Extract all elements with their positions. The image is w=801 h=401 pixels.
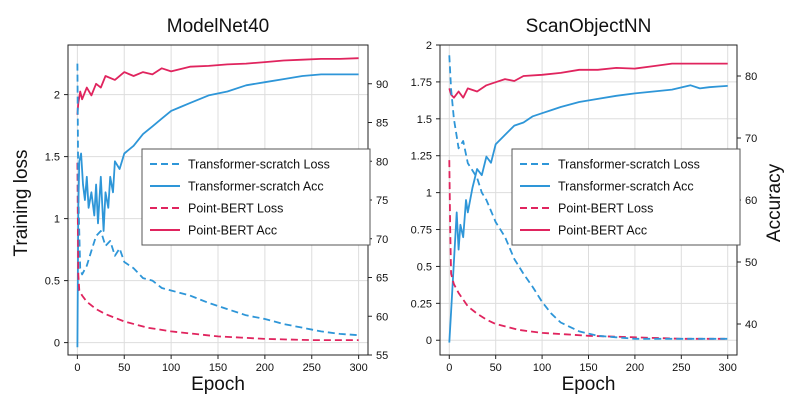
x-tick-label: 0 — [74, 362, 80, 374]
legend-label: Point-BERT Loss — [188, 202, 283, 216]
left-y-tick-label: 1 — [54, 214, 60, 226]
chart-scanobjectnn: 0 50 100 150 200 250 30000.250.50.7511.251.51.… — [411, 16, 758, 395]
right-y-axis-label: Accuracy — [764, 163, 785, 242]
left-y-tick-label: 2 — [54, 90, 60, 102]
right-y-tick-label: 60 — [376, 311, 388, 323]
legend-label: Transformer-scratch Loss — [558, 158, 700, 172]
series-layer — [76, 57, 359, 348]
right-y-tick-label: 75 — [376, 195, 388, 207]
left-y-tick-label: 1.25 — [411, 151, 432, 163]
left-y-tick-label: 0.75 — [411, 225, 432, 237]
legend: Transformer-scratch Loss Transformer-scra… — [511, 148, 741, 246]
x-tick-label: 150 — [579, 362, 597, 374]
x-tick-label: 250 — [672, 362, 690, 374]
series-line-transformer-scratch-loss — [76, 63, 359, 337]
right-y-tick-label: 85 — [376, 118, 388, 130]
series-layer — [448, 55, 728, 343]
left-y-tick-label: 1.5 — [45, 152, 60, 164]
right-y-tick-label: 65 — [376, 273, 388, 285]
x-axis-label: Epoch — [562, 374, 616, 395]
x-tick-label: 100 — [162, 362, 180, 374]
x-tick-label: 200 — [256, 362, 274, 374]
legend-label: Point-BERT Acc — [188, 224, 277, 238]
left-y-tick-label: 2 — [426, 40, 432, 52]
chart-title: ModelNet40 — [167, 16, 269, 37]
right-y-tick-label: 40 — [745, 319, 757, 331]
right-y-tick-label: 50 — [745, 257, 757, 269]
series-line-transformer-scratch-acc — [448, 84, 728, 343]
x-tick-label: 100 — [533, 362, 551, 374]
legend: Transformer-scratch Loss Transformer-scra… — [141, 148, 371, 246]
x-axis-label: Epoch — [191, 374, 245, 395]
right-y-tick-label: 80 — [745, 71, 757, 83]
x-tick-label: 150 — [209, 362, 227, 374]
left-y-tick-label: 0.5 — [45, 276, 60, 288]
right-y-tick-label: 90 — [376, 79, 388, 91]
left-y-tick-label: 1 — [426, 188, 432, 200]
chart-title: ScanObjectNN — [526, 16, 652, 37]
left-y-tick-label: 1.5 — [417, 114, 432, 126]
left-y-tick-label: 1.75 — [411, 77, 432, 89]
right-y-tick-label: 70 — [376, 234, 388, 246]
left-y-tick-label: 0.25 — [411, 298, 432, 310]
series-line-transformer-scratch-acc — [76, 73, 359, 348]
left-y-tick-label: 0 — [54, 338, 60, 350]
chart-modelnet40: 0 50 100 150 200 250 300 0 0.5 1 1.5 2 55 60 65 70 75 80 8… — [45, 16, 389, 395]
left-y-axis-label: Training loss — [11, 149, 32, 256]
left-y-tick-label: 0.5 — [417, 261, 432, 273]
ticks-layer: 0 50 100 150 200 250 30000.250.50.7511.251.51.… — [411, 40, 758, 374]
right-y-tick-label: 55 — [376, 350, 388, 362]
left-y-tick-label: 0 — [426, 335, 432, 347]
ticks-layer: 0 50 100 150 200 250 300 0 0.5 1 1.5 2 55 60 65 70 75 80 8… — [45, 79, 389, 374]
right-y-tick-label: 80 — [376, 156, 388, 168]
x-tick-label: 200 — [626, 362, 644, 374]
x-tick-label: 0 — [446, 362, 452, 374]
legend-label: Transformer-scratch Acc — [558, 180, 694, 194]
right-y-tick-label: 70 — [745, 133, 757, 145]
x-tick-label: 300 — [349, 362, 367, 374]
x-tick-label: 250 — [303, 362, 321, 374]
series-line-point-bert-loss — [76, 162, 359, 341]
legend-label: Point-BERT Acc — [558, 224, 647, 238]
series-line-transformer-scratch-loss — [448, 55, 728, 340]
legend-label: Transformer-scratch Loss — [188, 158, 330, 172]
legend-label: Transformer-scratch Acc — [188, 180, 324, 194]
series-line-point-bert-acc — [76, 57, 359, 115]
legend-label: Point-BERT Loss — [558, 202, 653, 216]
x-tick-label: 50 — [490, 362, 502, 374]
x-tick-label: 300 — [719, 362, 737, 374]
x-tick-label: 50 — [118, 362, 130, 374]
right-y-tick-label: 60 — [745, 195, 757, 207]
series-line-point-bert-acc — [448, 62, 728, 99]
